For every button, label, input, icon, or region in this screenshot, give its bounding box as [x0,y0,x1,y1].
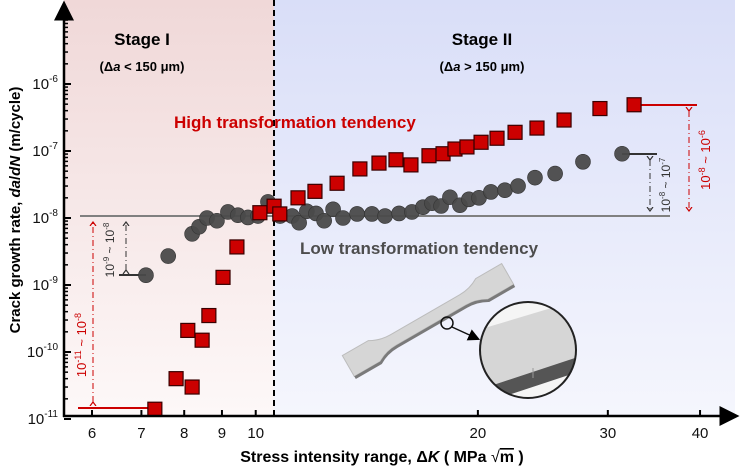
low-tendency-point [377,208,393,224]
high-tendency-point [272,206,288,222]
high-tendency-point [329,175,345,191]
high-transformation-label: High transformation tendency [174,113,416,132]
range-label-red-right: 10-8 ~ 10-6 [697,130,713,190]
y-tick-label: 10-9 [32,275,58,294]
high-tendency-point [307,183,323,199]
low-tendency-point [497,182,513,198]
high-tendency-point [229,239,245,255]
low-tendency-point [510,178,526,194]
low-tendency-point [614,145,630,162]
range-label-gray-left: 10-9 ~ 10-8 [102,222,117,277]
x-tick-label: 20 [470,425,487,442]
x-axis-label: Stress intensity range, ΔK ( MPa √m ) [240,449,523,466]
x-tick-label: 7 [137,425,145,442]
low-tendency-point [335,210,351,226]
x-tick-label: 40 [692,425,709,442]
low-tendency-point [575,153,591,170]
y-tick-label: 10-11 [28,409,59,428]
high-tendency-point [184,379,200,395]
high-tendency-point [371,155,387,171]
low-tendency-point [291,214,307,231]
high-tendency-point [403,157,419,173]
low-tendency-point [316,212,332,229]
high-tendency-point [352,161,368,177]
high-tendency-point [290,190,306,206]
high-tendency-point [529,120,545,136]
y-tick-label: 10-7 [32,141,58,160]
high-tendency-point [556,112,572,128]
low-tendency-point [325,201,341,218]
high-tendency-point [194,332,210,348]
y-axis-label: Crack growth rate, da/dN (m/cycle) [7,87,24,334]
x-tick-label: 8 [180,425,188,442]
low-tendency-point [138,267,154,284]
low-tendency-point [364,206,380,222]
y-tick-label: 10-8 [32,208,58,227]
high-tendency-point [388,152,404,168]
detail-arrow [451,326,481,341]
high-tendency-point [252,205,268,221]
axis-ticks: 6 7 8 9 10 20 30 40 10-6 10-7 10-8 10-9 10-10 10-11 [27,19,709,442]
stage2-subtitle: (Δa > 150 μm) [440,59,525,74]
high-tendency-point [201,307,217,324]
high-tendency-point [421,148,437,164]
high-tendency-point [459,139,475,155]
y-tick-label: 10-10 [27,342,59,361]
x-tick-label: 10 [247,425,264,442]
x-tick-label: 6 [88,425,96,442]
high-tendency-point [592,100,608,117]
high-tendency-point [489,130,505,146]
x-tick-label: 9 [218,425,226,442]
high-tendency-point [180,322,196,339]
low-tendency-point [160,248,176,264]
low-tendency-point [547,165,563,182]
detail-circle-marker [440,316,454,330]
data-points [138,97,642,417]
high-tendency-point [473,134,489,150]
low-tendency-point [349,206,365,222]
low-tendency-point [527,169,543,186]
high-tendency-point [626,97,642,113]
high-tendency-point [507,124,523,140]
stage1-title: Stage I [114,30,170,49]
range-label-gray-right: 10-8 ~ 10-7 [658,157,673,212]
high-tendency-point [147,401,163,417]
high-tendency-point [215,269,231,285]
stage1-subtitle: (Δa < 150 μm) [100,59,185,74]
x-tick-label: 30 [599,425,616,442]
y-tick-label: 10-6 [32,74,58,93]
low-tendency-point [483,184,499,200]
low-tendency-point [209,212,225,229]
high-tendency-point [168,371,184,387]
low-transformation-label: Low transformation tendency [300,239,539,258]
range-label-red-left: 10-11 ~ 10-8 [73,313,89,377]
stage2-title: Stage II [452,30,512,49]
